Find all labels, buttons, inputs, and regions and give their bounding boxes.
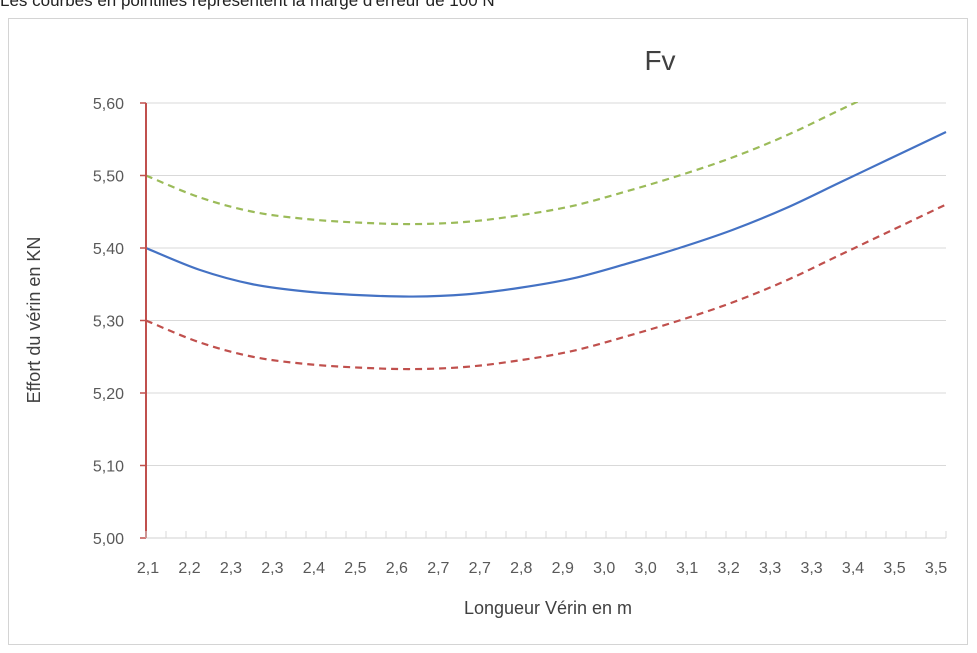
x-axis-title: Longueur Vérin en m	[464, 598, 632, 618]
chart-frame	[8, 18, 968, 645]
y-tick-label: 5,20	[93, 386, 124, 403]
x-tick-label: 3,5	[883, 560, 905, 577]
x-tick-label: 2,2	[178, 560, 200, 577]
y-tick-label: 5,30	[93, 314, 124, 331]
y-tick-label: 5,10	[93, 459, 124, 476]
caption-text: Les courbes en pointillés représentent l…	[0, 0, 495, 10]
x-tick-label: 2,6	[386, 560, 408, 577]
x-tick-label: 2,4	[303, 560, 325, 577]
series-line-1	[146, 102, 860, 226]
plot-series-group	[146, 102, 947, 371]
x-tick-label: 3,5	[925, 560, 947, 577]
x-tick-label: 3,4	[842, 560, 864, 577]
series-line-2	[146, 203, 947, 371]
y-tick-label: 5,00	[93, 531, 124, 548]
x-tick-label: 2,8	[510, 560, 532, 577]
x-tick-label: 2,3	[220, 560, 242, 577]
chart-title: Fv	[644, 45, 675, 76]
y-axis-title: Effort du vérin en KN	[24, 237, 44, 404]
series-line-0	[146, 131, 947, 298]
y-tick-label: 5,50	[93, 169, 124, 186]
axes	[140, 102, 947, 539]
gridlines	[146, 102, 946, 539]
x-tick-label: 3,3	[759, 560, 781, 577]
x-tick-label: 3,1	[676, 560, 698, 577]
x-tick-label: 2,3	[261, 560, 283, 577]
x-tick-label: 3,0	[593, 560, 615, 577]
x-tick-label: 2,1	[137, 560, 159, 577]
x-tick-label: 3,0	[635, 560, 657, 577]
x-tick-label: 2,7	[427, 560, 449, 577]
x-tick-label: 2,5	[344, 560, 366, 577]
y-tick-label: 5,40	[93, 241, 124, 258]
x-tick-label: 2,7	[469, 560, 491, 577]
x-tick-label: 3,2	[718, 560, 740, 577]
tick-labels: 5,00 5,10 5,20 5,30 5,40 5,50 5,60 2,1 2,2 2,3 2,3…	[93, 96, 947, 577]
y-tick-label: 5,60	[93, 96, 124, 113]
x-tick-label: 3,3	[800, 560, 822, 577]
x-tick-label: 2,9	[552, 560, 574, 577]
